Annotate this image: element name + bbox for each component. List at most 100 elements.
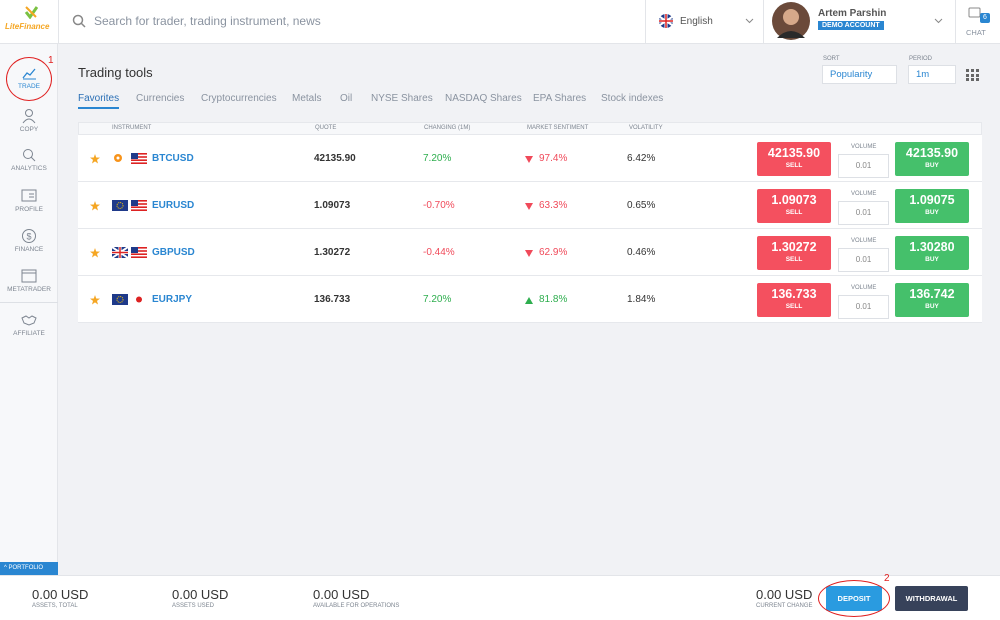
- sell-price[interactable]: 1.30272: [771, 240, 817, 254]
- header: LiteFinance Search for trader, trading i…: [0, 0, 1000, 44]
- buy-button[interactable]: 42135.90 BUY: [895, 142, 969, 176]
- sell-button[interactable]: 136.733 SELL: [757, 283, 831, 317]
- volume-input[interactable]: 0.01: [838, 295, 889, 319]
- period-label: PERIOD: [909, 56, 933, 62]
- sidebar-item[interactable]: METATRADER: [0, 268, 58, 293]
- column-header: INSTRUMENT: [112, 125, 152, 131]
- tab[interactable]: NASDAQ Shares: [445, 93, 522, 104]
- buy-price[interactable]: 1.09075: [909, 193, 955, 207]
- instrument[interactable]: EURJPY: [152, 294, 193, 305]
- buy-label[interactable]: BUY: [925, 162, 939, 169]
- tab[interactable]: Favorites: [78, 93, 120, 109]
- sidebar-item[interactable]: PROFILE: [0, 188, 58, 213]
- sidebar-item[interactable]: AFFILIATE: [0, 312, 58, 337]
- buy-price[interactable]: 1.30280: [909, 240, 955, 254]
- tab[interactable]: Oil: [340, 93, 353, 104]
- buy-button[interactable]: 1.30280 BUY: [895, 236, 969, 270]
- sidebar-label[interactable]: PROFILE: [15, 206, 43, 213]
- sell-label[interactable]: SELL: [785, 209, 803, 216]
- sell-button[interactable]: 1.09073 SELL: [757, 189, 831, 223]
- period-select[interactable]: 1m: [908, 65, 956, 84]
- buy-label[interactable]: BUY: [925, 209, 939, 216]
- flag-icon: [112, 247, 128, 258]
- divider: [58, 0, 59, 44]
- sell-price[interactable]: 42135.90: [767, 146, 821, 160]
- tab[interactable]: Cryptocurrencies: [201, 93, 277, 104]
- volume-input[interactable]: 0.01: [838, 201, 889, 225]
- sentiment: 81.8%: [539, 294, 568, 305]
- tab[interactable]: NYSE Shares: [371, 93, 433, 104]
- portfolio-label[interactable]: PORTFOLIO: [8, 565, 44, 571]
- change: -0.70%: [423, 200, 455, 211]
- buy-price[interactable]: 136.742: [909, 287, 955, 301]
- stat-label: CURRENT CHANGE: [756, 603, 813, 609]
- tab[interactable]: Metals: [292, 93, 322, 104]
- volume-label: VOLUME: [851, 238, 877, 244]
- sidebar-label[interactable]: ANALYTICS: [11, 165, 47, 172]
- annotation-circle: [6, 57, 52, 101]
- sidebar-label[interactable]: FINANCE: [14, 246, 44, 253]
- sentiment-arrow: [525, 156, 533, 163]
- sell-label[interactable]: SELL: [785, 303, 803, 310]
- svg-text:$: $: [26, 232, 31, 242]
- buy-label[interactable]: BUY: [925, 303, 939, 310]
- account-badge: DEMO ACCOUNT: [818, 21, 884, 30]
- change: -0.44%: [423, 247, 455, 258]
- tab[interactable]: Stock indexes: [601, 93, 664, 104]
- sidebar-divider: [0, 302, 58, 303]
- sort-value: Popularity: [830, 69, 873, 80]
- volume-input[interactable]: 0.01: [838, 248, 889, 272]
- star-icon: [90, 201, 100, 211]
- user-name[interactable]: Artem Parshin: [818, 8, 887, 19]
- table-row[interactable]: EURJPY 136.733 7.20% 81.8% 1.84% 136.733 SELL V…: [78, 276, 982, 323]
- tab[interactable]: Currencies: [136, 93, 185, 104]
- sidebar-label[interactable]: TRADE: [17, 83, 41, 90]
- sidebar-icon: [21, 315, 37, 326]
- search-input[interactable]: Search for trader, trading instrument, n…: [94, 14, 321, 28]
- sidebar-label[interactable]: COPY: [19, 126, 39, 133]
- chat-label[interactable]: CHAT: [966, 28, 986, 37]
- sell-price[interactable]: 1.09073: [771, 193, 817, 207]
- avatar[interactable]: [772, 2, 810, 40]
- sell-button[interactable]: 1.30272 SELL: [757, 236, 831, 270]
- table-row[interactable]: GBPUSD 1.30272 -0.44% 62.9% 0.46% 1.30272 SELL…: [78, 229, 982, 276]
- sidebar-label[interactable]: AFFILIATE: [13, 330, 45, 337]
- buy-button[interactable]: 136.742 BUY: [895, 283, 969, 317]
- chat-icon[interactable]: [968, 7, 984, 21]
- sentiment-arrow: [525, 297, 533, 304]
- sell-label[interactable]: SELL: [785, 256, 803, 263]
- flag-icon: [114, 154, 122, 162]
- chat-count: 6: [980, 13, 990, 23]
- grid-view-icon[interactable]: [966, 69, 979, 81]
- sidebar-item[interactable]: $ FINANCE: [0, 228, 58, 253]
- buy-label[interactable]: BUY: [925, 256, 939, 263]
- sidebar-item[interactable]: TRADE: [0, 65, 58, 90]
- sell-button[interactable]: 42135.90 SELL: [757, 142, 831, 176]
- buy-button[interactable]: 1.09075 BUY: [895, 189, 969, 223]
- portfolio-tab[interactable]: ^ PORTFOLIO: [0, 562, 58, 575]
- sidebar-item[interactable]: ANALYTICS: [0, 147, 58, 172]
- volume-input[interactable]: 0.01: [838, 154, 889, 178]
- volume-label: VOLUME: [851, 191, 877, 197]
- logo[interactable]: LiteFinance: [5, 22, 50, 31]
- buy-price[interactable]: 42135.90: [905, 146, 959, 160]
- annotation: 1: [48, 55, 54, 66]
- page-title: Trading tools: [78, 65, 153, 80]
- instrument[interactable]: GBPUSD: [152, 247, 195, 258]
- logo-icon: [24, 6, 38, 19]
- sell-price[interactable]: 136.733: [771, 287, 817, 301]
- table-row[interactable]: EURUSD 1.09073 -0.70% 63.3% 0.65% 1.09073 SELL…: [78, 182, 982, 229]
- language[interactable]: English: [680, 16, 713, 27]
- sidebar-item[interactable]: COPY: [0, 108, 58, 133]
- flag-icon: [131, 153, 147, 164]
- instrument[interactable]: BTCUSD: [152, 153, 194, 164]
- sell-label[interactable]: SELL: [785, 162, 803, 169]
- tab[interactable]: EPA Shares: [533, 93, 587, 104]
- table-row[interactable]: BTCUSD 42135.90 7.20% 97.4% 6.42% 42135.90 SEL…: [78, 135, 982, 182]
- withdrawal-button[interactable]: WITHDRAWAL: [895, 586, 968, 611]
- sidebar-label[interactable]: METATRADER: [7, 286, 51, 293]
- sort-select[interactable]: Popularity: [822, 65, 897, 84]
- stat-label: ASSETS USED: [172, 603, 215, 609]
- instrument[interactable]: EURUSD: [152, 200, 195, 211]
- column-header: QUOTE: [315, 125, 337, 131]
